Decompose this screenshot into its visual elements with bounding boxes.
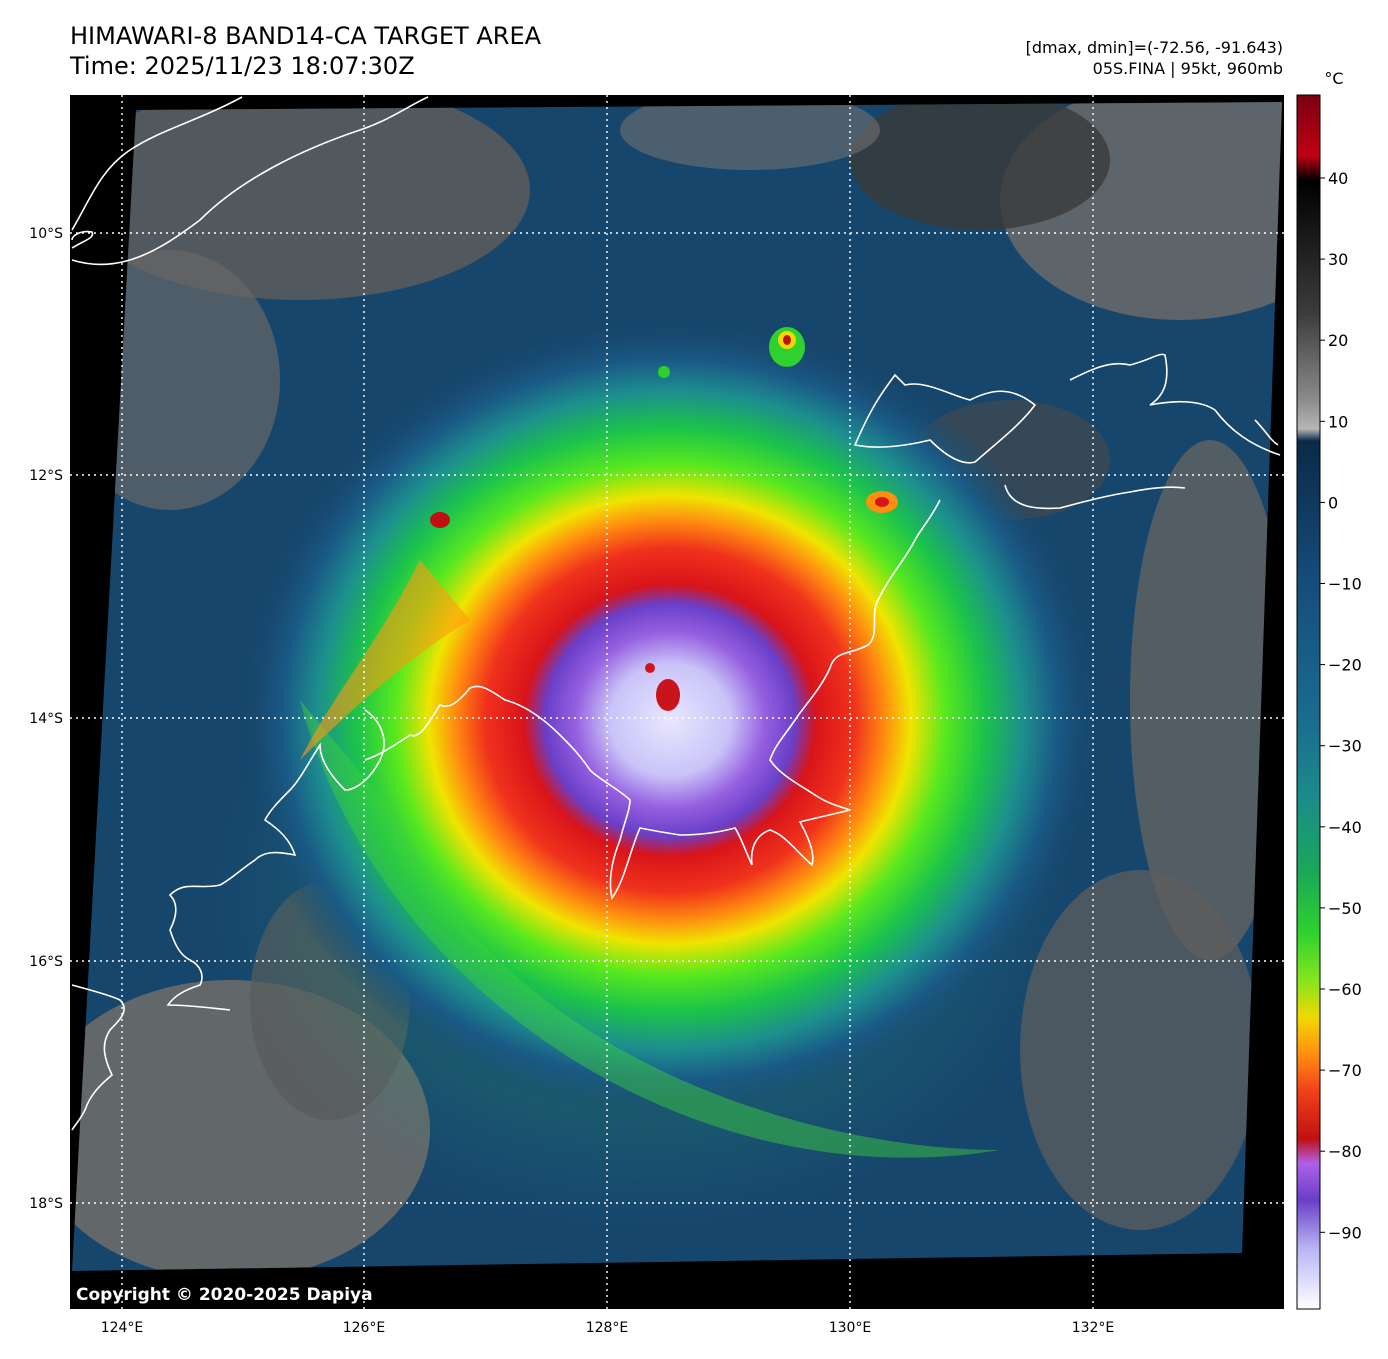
intensity-range: [dmax, dmin]=(-72.56, -91.643) bbox=[1025, 38, 1283, 57]
graticule bbox=[70, 95, 1284, 1309]
map-time: Time: 2025/11/23 18:07:30Z bbox=[70, 52, 415, 80]
copyright-notice: Copyright © 2020-2025 Dapiya bbox=[76, 1285, 373, 1305]
map-title: HIMAWARI-8 BAND14-CA TARGET AREA bbox=[70, 22, 542, 50]
longitude-labels: 124°E 126°E 128°E 130°E 132°E bbox=[101, 1320, 1115, 1336]
colorbar-tick-label: −60 bbox=[1328, 980, 1362, 999]
lat-label-18s: 18°S bbox=[29, 1196, 63, 1212]
colorbar-tick-label: −10 bbox=[1328, 575, 1362, 594]
lat-label-14s: 14°S bbox=[29, 711, 63, 727]
colorbar-tick-label: −90 bbox=[1328, 1223, 1362, 1242]
colorbar-tick-label: −80 bbox=[1328, 1142, 1362, 1161]
colorbar-tick-label: −20 bbox=[1328, 656, 1362, 675]
satellite-imagery bbox=[72, 102, 1282, 1271]
lat-label-10s: 10°S bbox=[29, 226, 63, 242]
colorbar-ticks: 40 30 20 10 0 −10 −20 −30 −40 −50 −60 −70 −80 −90 bbox=[1320, 169, 1362, 1242]
colorbar-tick-label: −70 bbox=[1328, 1061, 1362, 1080]
colorbar-unit: °C bbox=[1324, 69, 1343, 88]
colorbar: °C 40 30 20 10 0 −10 −20 −30 −40 −50 −60 −70 −80 −90 bbox=[1296, 69, 1362, 1310]
colorbar-tick-label: 30 bbox=[1328, 250, 1348, 269]
latitude-labels: 10°S 12°S 14°S 16°S 18°S bbox=[29, 226, 63, 1212]
colorbar-tick-label: 0 bbox=[1328, 493, 1338, 512]
colorbar-scale bbox=[1296, 94, 1321, 1310]
colorbar-tick-label: −40 bbox=[1328, 818, 1362, 837]
lat-label-16s: 16°S bbox=[29, 954, 63, 970]
colorbar-tick-label: 40 bbox=[1328, 169, 1348, 188]
colorbar-tick-label: −50 bbox=[1328, 899, 1362, 918]
lon-label-128: 128°E bbox=[586, 1320, 629, 1336]
storm-info: 05S.FINA | 95kt, 960mb bbox=[1092, 59, 1283, 78]
lon-label-126: 126°E bbox=[343, 1320, 386, 1336]
lon-label-130: 130°E bbox=[829, 1320, 872, 1336]
lon-label-124: 124°E bbox=[101, 1320, 144, 1336]
lon-label-132: 132°E bbox=[1072, 1320, 1115, 1336]
colorbar-tick-label: −30 bbox=[1328, 737, 1362, 756]
colorbar-tick-label: 20 bbox=[1328, 331, 1348, 350]
lat-label-12s: 12°S bbox=[29, 468, 63, 484]
colorbar-tick-label: 10 bbox=[1328, 412, 1348, 431]
coastlines bbox=[71, 96, 1281, 1131]
